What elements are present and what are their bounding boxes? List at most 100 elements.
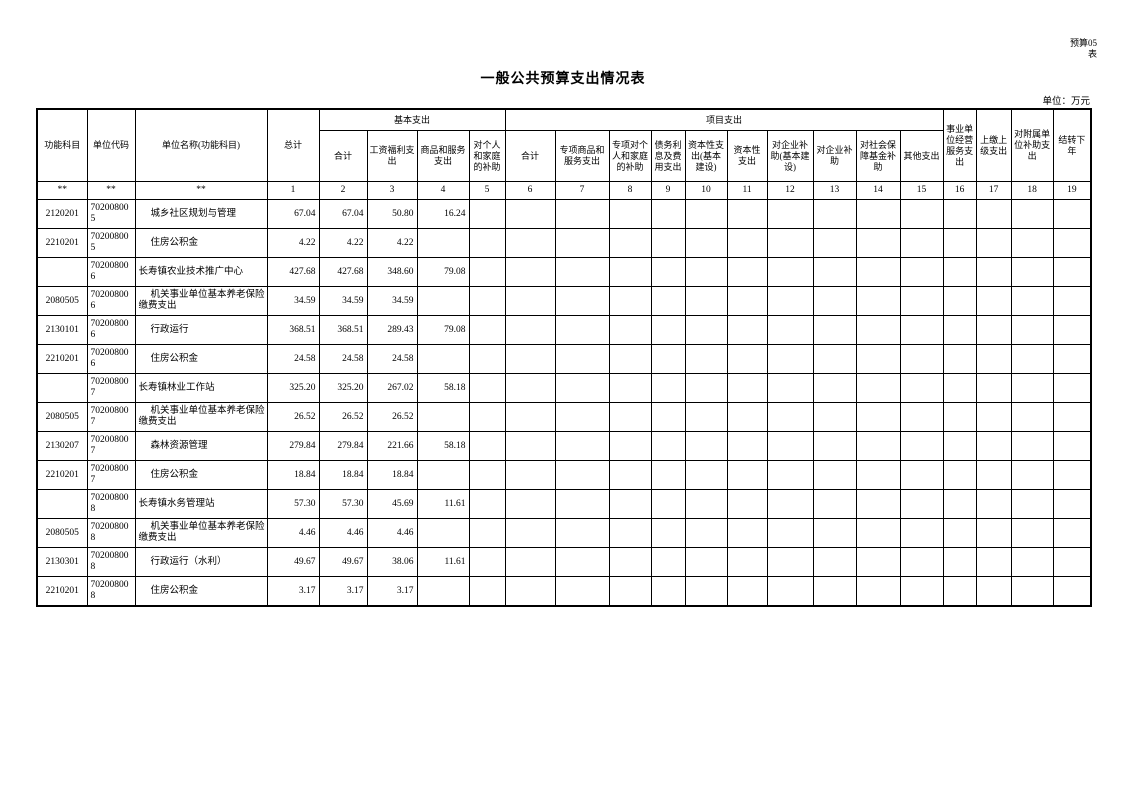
value-cell: 289.43 xyxy=(366,315,418,345)
value-cell: 279.84 xyxy=(318,431,368,461)
unit-note: 单位：万元 xyxy=(1042,97,1090,107)
value-cell xyxy=(608,576,652,607)
col-header-business-operation: 事业单位经营服务支出 xyxy=(942,108,977,182)
column-number: 16 xyxy=(942,181,977,200)
value-cell xyxy=(726,286,768,316)
value-cell xyxy=(1010,489,1054,519)
value-cell xyxy=(468,228,506,258)
value-cell xyxy=(468,431,506,461)
col-header-upward-payment: 上缴上级支出 xyxy=(975,108,1012,182)
column-number: 11 xyxy=(726,181,768,200)
table-row: 2210201 702008005 住房公积金 4.22 4.22 4.22 xyxy=(36,228,1092,258)
value-cell: 26.52 xyxy=(266,402,320,432)
value-cell xyxy=(504,518,556,548)
value-cell xyxy=(766,257,814,287)
value-cell xyxy=(812,199,857,229)
value-cell xyxy=(812,547,857,577)
value-cell: 26.52 xyxy=(366,402,418,432)
function-code-cell xyxy=(36,373,88,403)
value-cell xyxy=(468,257,506,287)
value-cell xyxy=(416,228,470,258)
column-number: ** xyxy=(36,181,88,200)
value-cell xyxy=(504,344,556,374)
table-row: 2210201 702008007 住房公积金 18.84 18.84 18.84 xyxy=(36,460,1092,490)
table-row: 2120201 702008005 城乡社区规划与管理 67.04 67.04 50.80… xyxy=(36,199,1092,229)
value-cell xyxy=(899,228,944,258)
table-row: 2210201 702008006 住房公积金 24.58 24.58 24.58 xyxy=(36,344,1092,374)
function-code-cell: 2120201 xyxy=(36,199,88,229)
value-cell xyxy=(942,344,977,374)
value-cell: 57.30 xyxy=(266,489,320,519)
value-cell xyxy=(942,286,977,316)
value-cell xyxy=(650,344,686,374)
value-cell xyxy=(650,431,686,461)
value-cell xyxy=(942,199,977,229)
value-cell xyxy=(684,460,728,490)
value-cell xyxy=(1052,402,1092,432)
value-cell: 34.59 xyxy=(318,286,368,316)
column-header: 对社会保障基金补助 xyxy=(855,130,901,182)
value-cell xyxy=(504,228,556,258)
value-cell xyxy=(855,547,901,577)
value-cell xyxy=(684,373,728,403)
value-cell xyxy=(1052,344,1092,374)
page-title: 一般公共预算支出情况表 xyxy=(480,72,646,87)
unit-code-cell: 702008008 xyxy=(86,576,136,607)
value-cell xyxy=(554,315,610,345)
value-cell xyxy=(608,431,652,461)
column-number: ** xyxy=(134,181,268,200)
unit-name-cell: 住房公积金 xyxy=(134,228,268,258)
value-cell xyxy=(1052,228,1092,258)
value-cell xyxy=(855,489,901,519)
col-header-carry-forward: 结转下年 xyxy=(1052,108,1092,182)
column-header: 对企业补助(基本建设) xyxy=(766,130,814,182)
value-cell xyxy=(766,431,814,461)
value-cell xyxy=(942,489,977,519)
value-cell xyxy=(855,344,901,374)
table-row: 2130207 702008007 森林资源管理 279.84 279.84 221.66… xyxy=(36,431,1092,461)
value-cell: 58.18 xyxy=(416,431,470,461)
value-cell: 67.04 xyxy=(318,199,368,229)
header-group-row: 功能科目 单位代码 单位名称(功能科目) 总计 基本支出 项目支出 事业单位经营… xyxy=(36,108,1092,182)
value-cell xyxy=(608,489,652,519)
value-cell: 79.08 xyxy=(416,315,470,345)
value-cell xyxy=(608,518,652,548)
column-header: 合计 xyxy=(318,130,368,182)
column-header: 资本性支出 xyxy=(726,130,768,182)
value-cell xyxy=(468,576,506,607)
value-cell xyxy=(726,373,768,403)
unit-name-cell: 森林资源管理 xyxy=(134,431,268,461)
value-cell xyxy=(504,460,556,490)
value-cell xyxy=(554,373,610,403)
table-row: 2080505 702008008 机关事业单位基本养老保险缴费支出 4.46 4.46… xyxy=(36,518,1092,548)
value-cell xyxy=(942,431,977,461)
value-cell xyxy=(608,402,652,432)
value-cell xyxy=(684,286,728,316)
unit-name-cell: 机关事业单位基本养老保险缴费支出 xyxy=(134,286,268,316)
unit-name-cell: 机关事业单位基本养老保险缴费支出 xyxy=(134,402,268,432)
value-cell xyxy=(975,547,1012,577)
value-cell xyxy=(554,286,610,316)
value-cell xyxy=(650,228,686,258)
unit-code-cell: 702008008 xyxy=(86,518,136,548)
value-cell xyxy=(726,257,768,287)
value-cell xyxy=(855,199,901,229)
value-cell xyxy=(975,257,1012,287)
value-cell xyxy=(504,431,556,461)
value-cell: 18.84 xyxy=(318,460,368,490)
value-cell xyxy=(899,576,944,607)
value-cell xyxy=(766,489,814,519)
value-cell xyxy=(468,286,506,316)
value-cell xyxy=(650,576,686,607)
value-cell: 24.58 xyxy=(318,344,368,374)
value-cell xyxy=(812,518,857,548)
value-cell xyxy=(1010,286,1054,316)
value-cell xyxy=(766,315,814,345)
value-cell xyxy=(504,402,556,432)
unit-code-cell: 702008007 xyxy=(86,460,136,490)
value-cell xyxy=(812,228,857,258)
value-cell xyxy=(766,576,814,607)
value-cell xyxy=(812,489,857,519)
value-cell xyxy=(899,373,944,403)
unit-code-cell: 702008005 xyxy=(86,228,136,258)
